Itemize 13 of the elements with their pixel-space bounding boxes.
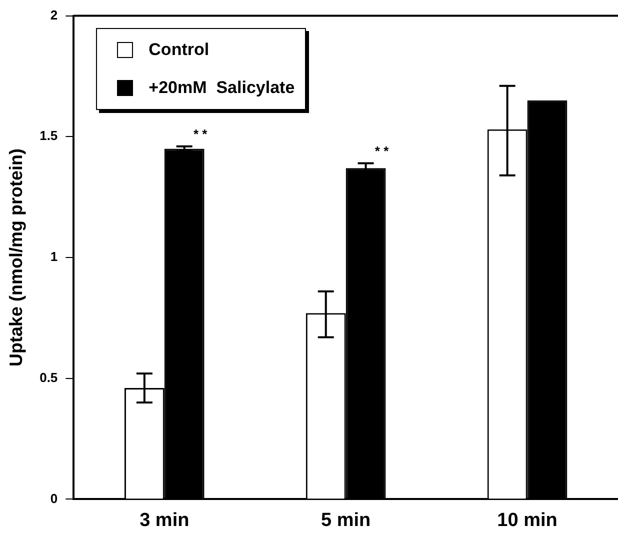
y-tick-label: 2 <box>50 7 58 22</box>
annotation: * * <box>374 143 390 158</box>
legend-label: +20mM Salicylate <box>148 78 295 98</box>
x-tick-label: 3 min <box>140 510 190 531</box>
legend-label: Control <box>148 40 210 60</box>
x-tick-label: 5 min <box>321 510 371 531</box>
y-axis-title: Uptake (nmol/mg protein) <box>6 148 26 367</box>
y-tick-label: 1.5 <box>40 128 58 144</box>
annotation: * * <box>193 126 208 142</box>
x-tick-label: 10 min <box>497 510 558 531</box>
y-tick-label: 0.5 <box>40 370 58 385</box>
y-tick-label: 1 <box>50 249 58 264</box>
y-tick-label: 0 <box>50 490 58 506</box>
